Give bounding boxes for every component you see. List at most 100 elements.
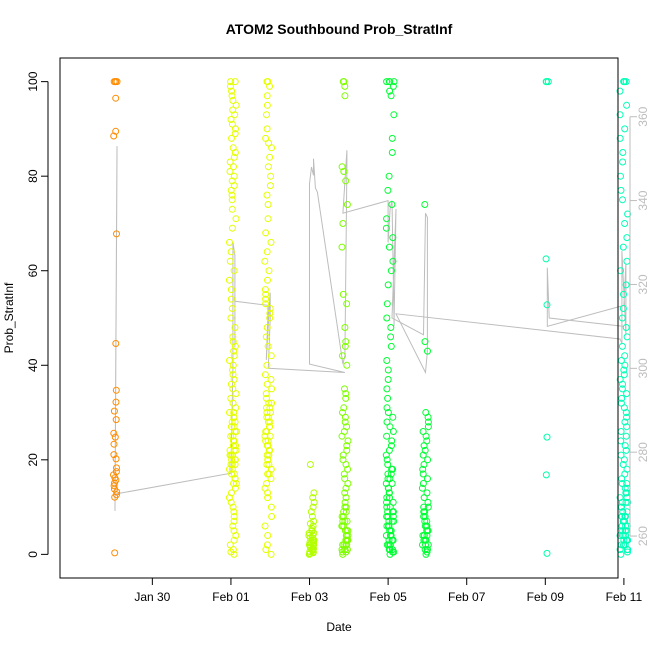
x-axis-label: Date [326,620,352,634]
data-point [618,342,626,350]
data-point [382,451,390,459]
data-point [341,82,349,90]
data-point [618,385,626,393]
data-point [264,215,272,223]
series-feb-01 [225,78,240,558]
data-point [619,243,627,251]
data-point [232,446,240,454]
data-point [263,409,271,416]
data-point [266,305,274,312]
data-point [386,527,394,535]
data-point [307,508,315,516]
data-point [267,376,275,383]
data-point [344,536,352,544]
data-point [383,357,391,364]
data-point [340,168,348,175]
data-point [263,191,271,199]
data-point [341,413,349,421]
data-point [341,418,349,426]
data-point [230,409,238,416]
x-tick-label: Feb 01 [212,590,250,604]
data-point [621,418,629,426]
data-point [421,201,429,208]
data-point [624,210,632,218]
data-point [384,366,392,374]
data-point [418,484,426,492]
data-point [420,503,428,511]
data-point [229,385,237,393]
data-point [231,342,239,350]
y-tick-label: 60 [26,264,40,278]
data-point [262,300,270,308]
data-point [621,361,629,369]
data-point [385,517,393,525]
data-point [231,149,239,156]
right-y-tick-label: 300 [636,358,650,378]
data-point [228,120,236,128]
data-point [262,390,270,398]
secondary-line-series [114,146,627,511]
right-y-tick-label: 340 [636,190,650,210]
data-point [622,498,630,506]
data-point [623,234,631,242]
chart-title: ATOM2 Southbound Prob_StratInf [226,21,453,37]
data-point [616,87,624,95]
data-point [228,224,236,232]
data-point [424,413,432,421]
data-point [112,416,120,424]
data-point [387,333,395,341]
data-point [265,267,273,275]
data-point [384,461,392,468]
data-point [616,546,624,554]
data-point [340,78,348,86]
data-point [338,163,346,171]
right-y-tick-label: 360 [636,106,650,126]
right-y-tick-label: 280 [636,442,650,462]
data-point [623,333,631,341]
data-point [111,433,119,441]
y-tick-label: 80 [26,169,40,183]
y-tick-label: 20 [26,453,40,467]
data-point [230,413,238,421]
data-point [266,432,274,440]
data-point [262,546,270,554]
right-y-tick-label: 260 [636,526,650,546]
data-point [621,220,629,227]
data-point [620,290,627,298]
x-tick-label: Feb 09 [527,590,565,604]
data-point [262,333,270,341]
data-point [543,301,551,309]
data-point [383,503,391,511]
data-point [390,517,398,525]
data-point [227,186,235,194]
data-point [340,541,348,549]
data-point [342,177,350,185]
data-point [230,267,238,275]
data-point [266,314,274,322]
data-point [342,484,350,492]
data-point [389,465,397,473]
data-point [383,300,391,308]
data-point [111,493,119,501]
data-point [261,257,269,265]
data-point [263,111,270,119]
data-point [225,494,233,502]
data-point [424,503,432,511]
data-point [338,243,346,251]
data-point [263,125,271,133]
data-point [422,432,430,440]
data-point [388,134,396,142]
data-point [423,517,431,525]
data-point [231,475,239,483]
data-point [423,522,430,530]
data-point [389,234,397,242]
data-point [386,78,394,86]
data-point [387,470,395,478]
data-point [420,513,428,520]
data-point [227,314,235,322]
data-point [421,338,429,346]
data-point [383,404,391,412]
data-point [621,484,629,492]
secondary-line [114,146,627,511]
data-point [390,548,398,556]
